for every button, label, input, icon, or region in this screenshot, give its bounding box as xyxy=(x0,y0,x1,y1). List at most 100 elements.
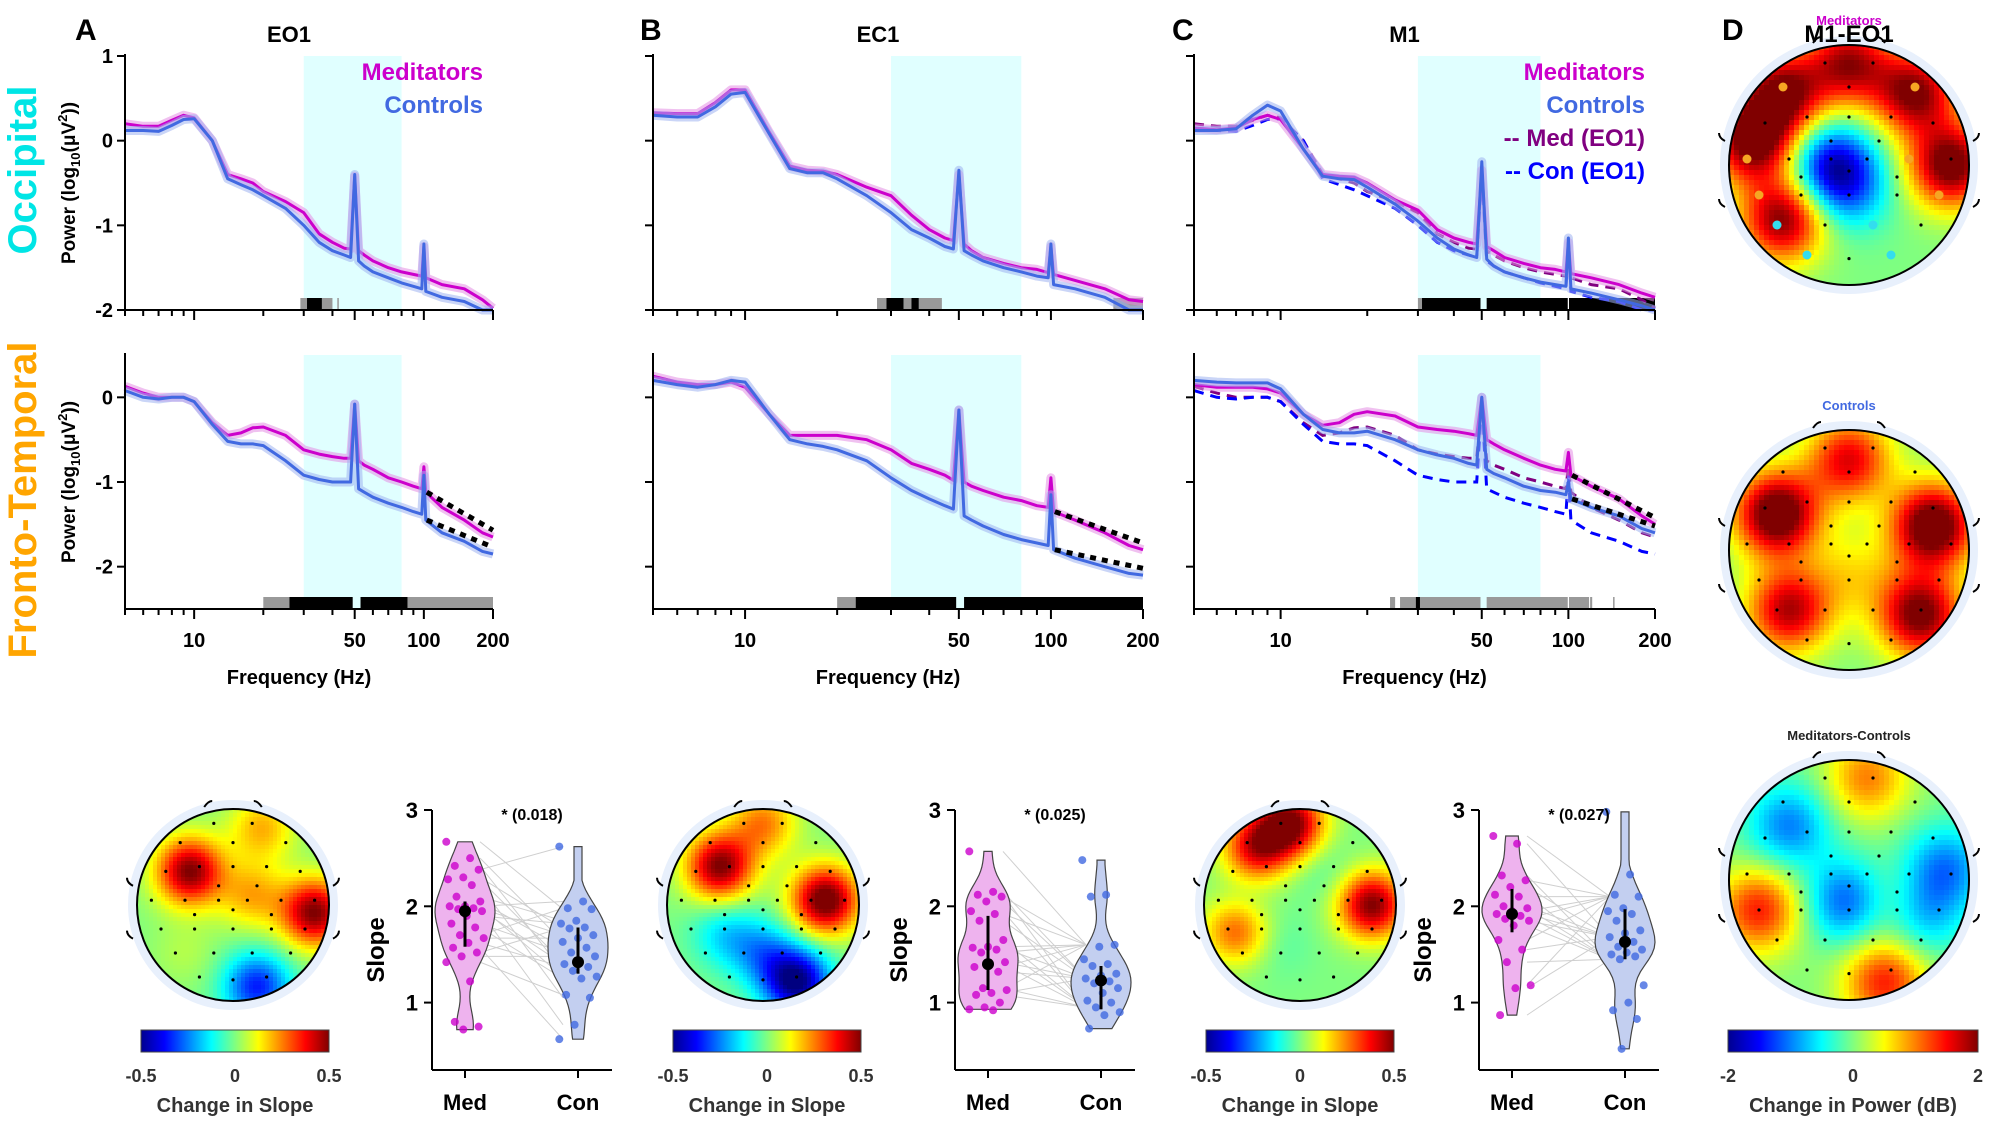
topo-pixel xyxy=(157,845,162,850)
topo-pixel xyxy=(177,889,182,894)
topo-pixel xyxy=(213,981,218,986)
topo-pixel xyxy=(165,845,170,850)
topo-pixel xyxy=(249,925,254,930)
topo-pixel xyxy=(1344,821,1349,826)
topo-pixel xyxy=(767,893,772,898)
topo-pixel xyxy=(1352,841,1357,846)
topo-pixel xyxy=(811,901,816,906)
topo-pixel xyxy=(819,933,824,938)
topo-pixel xyxy=(687,885,692,890)
topo-pixel xyxy=(245,877,250,882)
topo-pixel xyxy=(145,881,150,886)
topo-pixel xyxy=(807,897,812,902)
topo-pixel xyxy=(237,877,242,882)
topo-pixel xyxy=(261,945,266,950)
topo-pixel xyxy=(221,865,226,870)
topo-pixel xyxy=(229,973,234,978)
topo-pixel xyxy=(839,913,844,918)
topo-pixel xyxy=(811,865,816,870)
topo-pixel xyxy=(807,829,812,834)
topo-pixel xyxy=(185,901,190,906)
topo-pixel xyxy=(233,957,238,962)
topo-pixel xyxy=(747,921,752,926)
topo-pixel xyxy=(181,845,186,850)
topo-pixel xyxy=(759,945,764,950)
topo-pixel xyxy=(699,857,704,862)
topo-pixel xyxy=(241,821,246,826)
topo-pixel xyxy=(269,901,274,906)
topo-pixel xyxy=(695,865,700,870)
topo-pixel xyxy=(293,913,298,918)
topo-pixel xyxy=(687,957,692,962)
topo-pixel xyxy=(1356,849,1361,854)
topo-pixel xyxy=(1256,853,1261,858)
topo-pixel xyxy=(221,861,226,866)
topo-pixel xyxy=(827,941,832,946)
topo-pixel xyxy=(759,961,764,966)
topo-pixel xyxy=(823,881,828,886)
electrode xyxy=(727,865,732,869)
topo-pixel xyxy=(691,965,696,970)
topo-pixel xyxy=(269,817,274,822)
topo-pixel xyxy=(731,893,736,898)
topo-pixel xyxy=(1292,833,1297,838)
topo-pixel xyxy=(145,921,150,926)
topo-pixel xyxy=(193,921,198,926)
topo-pixel xyxy=(289,969,294,974)
topo-pixel xyxy=(1232,841,1237,846)
topo-pixel xyxy=(819,829,824,834)
topo-pixel xyxy=(763,901,768,906)
topo-pixel xyxy=(827,921,832,926)
topo-pixel xyxy=(1356,853,1361,858)
topo-pixel xyxy=(257,985,262,990)
topo-pixel xyxy=(193,953,198,958)
topo-pixel xyxy=(695,845,700,850)
significance-bar xyxy=(964,597,1143,609)
topo-pixel xyxy=(145,885,150,890)
electrode xyxy=(833,927,837,931)
topo-pixel xyxy=(687,865,692,870)
topo-pixel xyxy=(1324,813,1329,818)
topo-pixel xyxy=(189,957,194,962)
topo-pixel xyxy=(1328,849,1333,854)
topo-pixel xyxy=(815,945,820,950)
topo-pixel xyxy=(803,825,808,830)
topo-pixel xyxy=(237,809,242,814)
topo-pixel xyxy=(305,849,310,854)
topo-pixel xyxy=(229,957,234,962)
topo-pixel xyxy=(835,933,840,938)
topo-pixel xyxy=(767,957,772,962)
topo-pixel xyxy=(751,989,756,994)
topo-pixel xyxy=(141,933,146,938)
topo-pixel xyxy=(835,945,840,950)
data-point xyxy=(479,934,488,943)
topo-pixel xyxy=(265,829,270,834)
topo-pixel xyxy=(1276,837,1281,842)
ear-marker xyxy=(126,930,134,940)
topo-pixel xyxy=(747,977,752,982)
topo-pixel xyxy=(1220,849,1225,854)
topo-pixel xyxy=(205,825,210,830)
topo-pixel xyxy=(233,833,238,838)
paired-line xyxy=(1526,843,1611,938)
topo-pixel xyxy=(225,937,230,942)
topo-pixel xyxy=(851,929,856,934)
topo-pixel xyxy=(671,885,676,890)
topo-pixel xyxy=(225,917,230,922)
topo-pixel xyxy=(161,869,166,874)
topo-pixel xyxy=(719,861,724,866)
topo-pixel xyxy=(229,917,234,922)
data-point xyxy=(563,904,572,913)
topo-pixel xyxy=(277,945,282,950)
topo-pixel xyxy=(719,833,724,838)
topo-pixel xyxy=(221,965,226,970)
category-label: Med xyxy=(1490,1090,1534,1115)
topo-pixel xyxy=(257,817,262,822)
topo-pixel xyxy=(1268,829,1273,834)
topo-pixel xyxy=(205,873,210,878)
topo-pixel xyxy=(217,873,222,878)
topo-pixel xyxy=(791,869,796,874)
topo-pixel xyxy=(209,909,214,914)
topo-pixel xyxy=(281,949,286,954)
